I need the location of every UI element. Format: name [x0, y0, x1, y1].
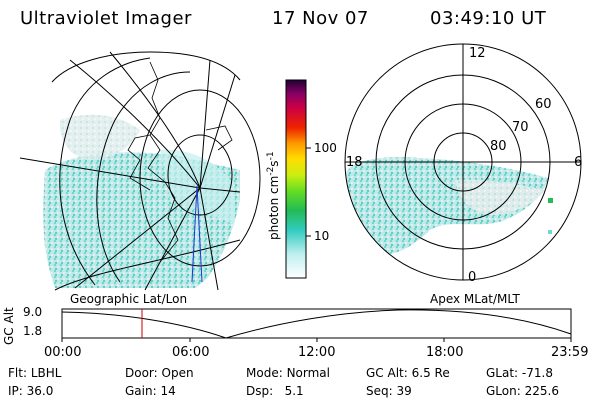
left-panel-label: Geographic Lat/Lon [70, 292, 188, 306]
status-ip: IP: 36.0 [8, 384, 54, 398]
instrument-title: Ultraviolet Imager [20, 8, 192, 29]
mlt-label-0: 0 [468, 270, 477, 285]
mlt-label-6: 6 [574, 155, 583, 170]
status-gain: Gain: 14 [125, 384, 176, 398]
orbit-ytick-min: 1.8 [23, 324, 43, 338]
orbit-xtick-1: 06:00 [172, 345, 210, 360]
lat-label-80: 80 [490, 139, 507, 154]
status-glat: GLat: -71.8 [486, 366, 553, 380]
colorbar-tick-100: 100 [314, 141, 337, 155]
status-door: Door: Open [125, 366, 194, 380]
lat-lon-grid [19, 51, 261, 291]
status-gc-alt: GC Alt: 6.5 Re [366, 366, 450, 380]
coastline [127, 61, 179, 263]
lat-label-70: 70 [512, 120, 529, 135]
aurora-image-right [345, 157, 553, 255]
orbit-xtick-3: 18:00 [426, 345, 464, 360]
orbit-xtick-0: 00:00 [44, 345, 82, 360]
lat-label-60: 60 [535, 97, 552, 112]
colorbar-tick-10: 10 [314, 229, 330, 243]
time-label: 03:49:10 UT [430, 8, 547, 29]
orbit-xtick-4: 23:59 [551, 345, 589, 360]
mlt-label-12: 12 [469, 46, 486, 61]
status-glon: GLon: 225.6 [486, 384, 559, 398]
date-label: 17 Nov 07 [272, 8, 369, 29]
orbit-ytick-max: 9.0 [23, 305, 43, 319]
status-mode: Mode: Normal [246, 366, 330, 380]
status-dsp: Dsp: 5.1 [246, 384, 304, 398]
status-flt: Flt: LBHL [8, 366, 62, 380]
mlt-label-18: 18 [346, 155, 363, 170]
status-seq: Seq: 39 [366, 384, 412, 398]
orbit-xtick-2: 12:00 [298, 345, 336, 360]
magnetic-track [191, 185, 203, 283]
right-panel-label: Apex MLat/MLT [430, 292, 520, 306]
